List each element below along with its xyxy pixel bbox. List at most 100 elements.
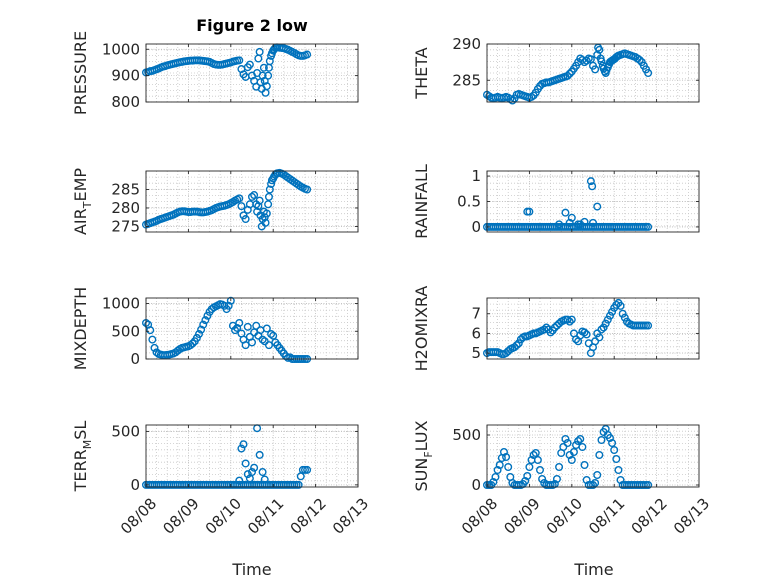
data-point <box>572 335 581 344</box>
data-point <box>603 315 612 324</box>
data-point <box>267 330 276 339</box>
data-point <box>620 313 629 322</box>
data-point <box>262 82 271 91</box>
data-point <box>563 439 572 448</box>
y-axis-label-main: SUN <box>412 458 431 492</box>
y-tick-label: 280 <box>111 199 140 217</box>
data-point <box>262 209 271 218</box>
data-point <box>235 56 244 65</box>
data-point <box>255 196 264 205</box>
axes-box <box>145 424 359 488</box>
data-point <box>239 440 248 449</box>
data-point <box>241 215 250 224</box>
data-point <box>561 435 570 444</box>
data-point <box>241 459 250 468</box>
data-point <box>255 450 264 459</box>
data-point <box>188 339 197 348</box>
data-point <box>235 194 244 203</box>
data-point <box>589 481 598 490</box>
data-point <box>567 315 576 324</box>
data-point <box>265 185 274 194</box>
data-point <box>224 301 233 310</box>
data-point <box>303 50 312 59</box>
data-point <box>565 218 574 227</box>
y-axis-label-main: H2OMIXRA <box>412 286 431 372</box>
data-point <box>582 56 591 65</box>
data-point <box>578 443 587 452</box>
data-point <box>644 68 653 77</box>
y-tick-label: 290 <box>452 35 481 53</box>
data-point <box>569 448 578 457</box>
data-point <box>489 478 498 487</box>
data-point <box>593 202 602 211</box>
data-point <box>531 449 540 458</box>
data-point <box>593 329 602 338</box>
data-point <box>250 463 259 472</box>
data-point <box>303 465 312 474</box>
data-point <box>536 466 545 475</box>
y-axis-label: H2OMIXRA <box>412 286 431 372</box>
data-point <box>237 202 246 211</box>
data-point <box>595 451 604 460</box>
data-point <box>644 481 653 490</box>
data-point <box>533 456 542 465</box>
data-point <box>264 341 273 350</box>
data-point <box>197 325 206 334</box>
data-point <box>504 463 513 472</box>
data-point <box>588 182 597 191</box>
data-point <box>262 324 271 333</box>
data-point <box>576 435 585 444</box>
y-tick-label: 1 <box>471 167 481 185</box>
data-point <box>597 57 606 66</box>
data-point <box>502 453 511 462</box>
data-point <box>508 96 517 105</box>
data-point <box>245 60 254 69</box>
data-point <box>618 309 627 318</box>
data-point <box>565 69 574 78</box>
data-point <box>194 330 203 339</box>
data-point <box>258 468 267 477</box>
data-point <box>150 343 159 352</box>
data-point <box>247 192 256 201</box>
data-point <box>580 328 589 337</box>
data-point <box>610 446 619 455</box>
data-point <box>243 470 252 479</box>
data-point <box>281 352 290 361</box>
y-axis-label-subscript: F <box>422 451 435 457</box>
data-point <box>605 311 614 320</box>
data-point <box>264 192 273 201</box>
data-point <box>574 220 583 229</box>
y-axis-label-subscript: T <box>81 201 94 209</box>
y-tick-label: 800 <box>111 93 140 111</box>
data-point <box>502 349 511 358</box>
data-point <box>597 436 606 445</box>
data-point <box>567 456 576 465</box>
y-axis-label: RAINFALL <box>412 164 431 239</box>
y-tick-label: 0 <box>130 350 140 368</box>
axes-box <box>486 424 700 488</box>
data-point <box>252 321 261 330</box>
y-tick-label: 1000 <box>102 295 140 313</box>
data-point <box>525 207 534 216</box>
data-point <box>228 321 237 330</box>
data-point <box>563 315 572 324</box>
data-point <box>597 325 606 334</box>
axes-box <box>145 170 359 233</box>
data-point <box>612 300 621 309</box>
data-point <box>247 468 256 477</box>
data-point <box>201 316 210 325</box>
y-axis-label: SUNFLUX <box>412 420 435 491</box>
x-axis-label-left: Time <box>231 560 271 579</box>
y-tick-label: 1000 <box>102 40 140 58</box>
data-point <box>265 57 274 66</box>
y-tick-label: 500 <box>111 322 140 340</box>
data-point <box>555 220 564 229</box>
y-axis-label-main: PRESSURE <box>71 31 90 115</box>
data-point <box>542 323 551 332</box>
y-tick-label: 500 <box>452 426 481 444</box>
data-point <box>514 339 523 348</box>
data-point <box>495 461 504 470</box>
y-tick-label: 900 <box>111 67 140 85</box>
data-point <box>563 71 572 80</box>
